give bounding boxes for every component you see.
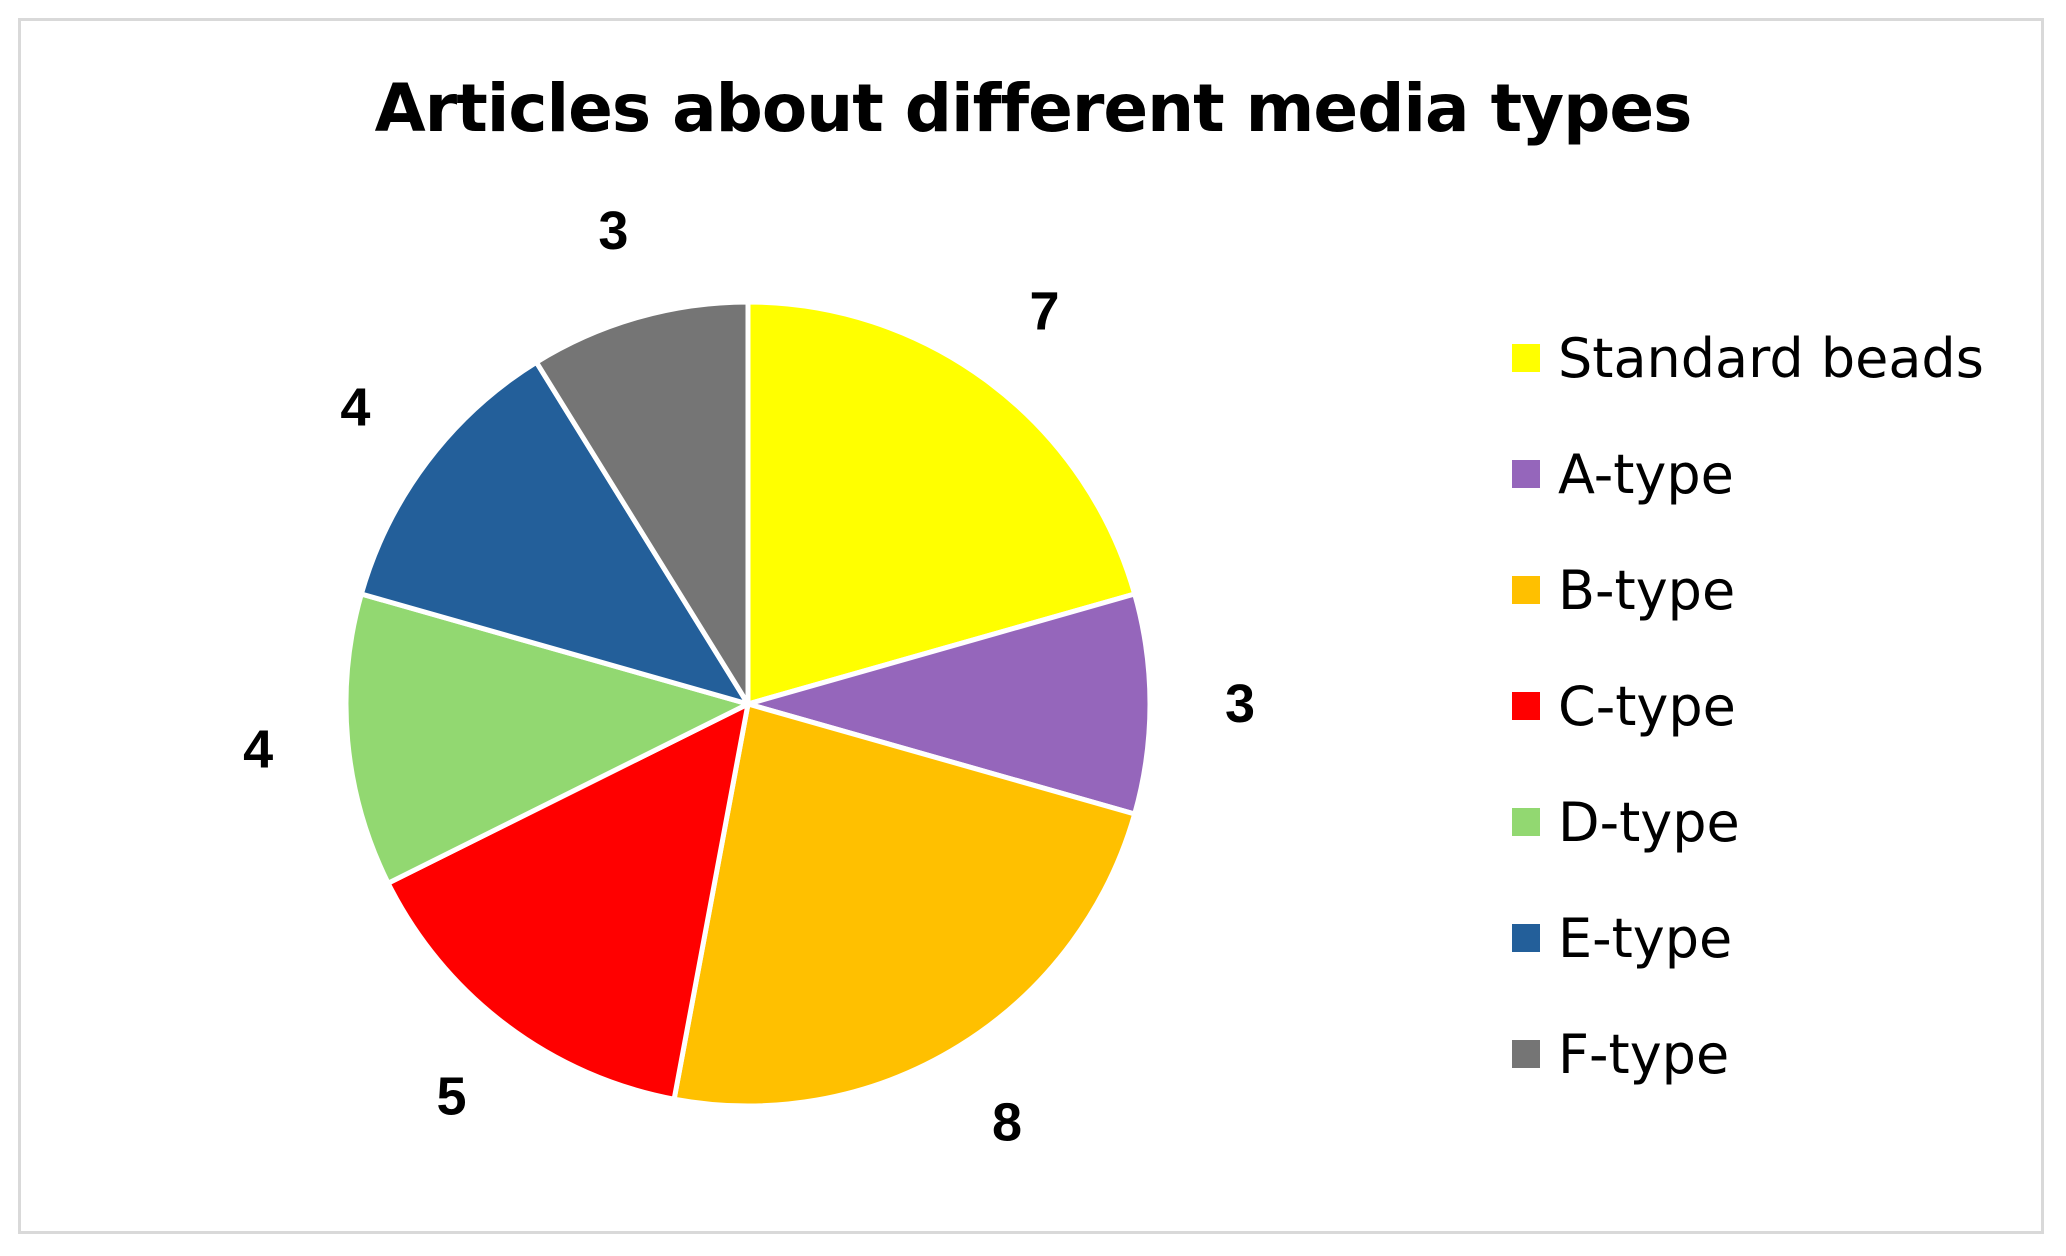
pie-slice-b-type [671,701,1138,1109]
data-label-b-type: 8 [992,1092,1022,1152]
legend-label: B-type [1558,558,1736,622]
pie-slice-a-type [745,591,1153,817]
legend-item-d-type: D-type [1512,782,1740,862]
legend-item-a-type: A-type [1512,434,1734,514]
legend-label: C-type [1558,674,1736,738]
legend-swatch [1512,460,1540,488]
legend-swatch [1512,808,1540,836]
data-label-e-type: 4 [340,378,370,438]
legend-label: F-type [1558,1022,1730,1086]
legend-swatch [1512,1040,1540,1068]
data-label-c-type: 5 [436,1067,466,1127]
chart-title: Articles about different media types [374,70,1693,147]
legend-swatch [1512,924,1540,952]
pie-slice-standard-beads [745,299,1138,707]
legend-item-f-type: F-type [1512,1014,1729,1094]
legend-label: A-type [1558,442,1734,506]
legend-swatch [1512,576,1540,604]
legend-label: E-type [1558,906,1733,970]
legend-item-standard-beads: Standard beads [1512,318,1984,398]
legend-swatch [1512,344,1540,372]
data-label-f-type: 3 [598,201,628,261]
legend-item-c-type: C-type [1512,666,1736,746]
legend-item-e-type: E-type [1512,898,1732,978]
pie-slice-d-type [343,591,751,886]
legend-label: D-type [1558,790,1740,854]
pie-slice-f-type [533,299,751,707]
legend-item-b-type: B-type [1512,550,1735,630]
data-label-a-type: 3 [1225,674,1255,734]
pie-slice-c-type [385,701,751,1102]
pie-slice-e-type [358,359,751,707]
data-label-d-type: 4 [243,719,273,779]
legend-swatch [1512,692,1540,720]
data-label-standard-beads: 7 [1029,281,1059,341]
legend-label: Standard beads [1558,326,1984,390]
